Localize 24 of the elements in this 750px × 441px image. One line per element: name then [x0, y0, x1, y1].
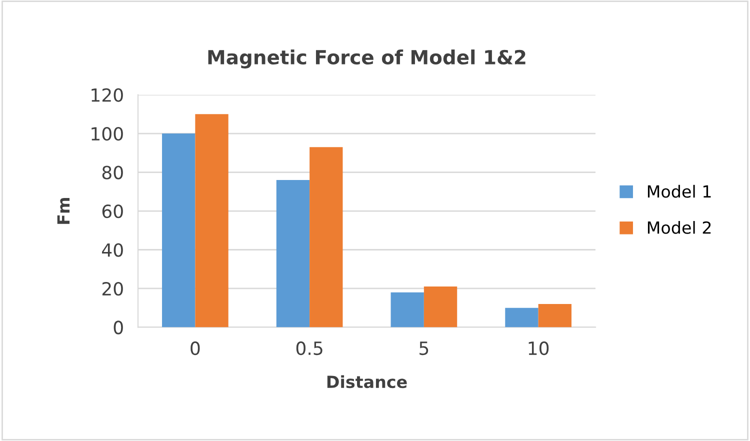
y-tick-label: 60: [102, 204, 123, 218]
bar: [424, 286, 458, 328]
legend-label: Model 1: [648, 184, 711, 198]
y-tick-label: 100: [92, 127, 123, 141]
bar: [162, 134, 196, 328]
y-axis-title: Fm: [57, 198, 70, 224]
bar: [195, 114, 228, 328]
y-tick-label: 20: [102, 282, 123, 296]
legend-label: Model 2: [648, 221, 711, 234]
x-tick-label: 0.5: [296, 341, 322, 356]
x-axis-title: Distance: [327, 375, 407, 388]
y-tick-label: 80: [102, 166, 123, 180]
bar: [390, 292, 424, 328]
chart-title: Magnetic Force of Model 1&2: [208, 49, 526, 68]
y-tick-label: 0: [114, 320, 123, 334]
y-tick-label: 120: [92, 88, 123, 102]
bar: [310, 147, 343, 328]
x-tick-label: 5: [420, 342, 428, 356]
bar: [505, 308, 538, 328]
y-tick-label: 40: [102, 243, 123, 257]
bar: [276, 180, 310, 328]
bar: [538, 304, 572, 328]
x-tick-label: 10: [528, 341, 549, 356]
x-tick-label: 0: [190, 341, 200, 356]
